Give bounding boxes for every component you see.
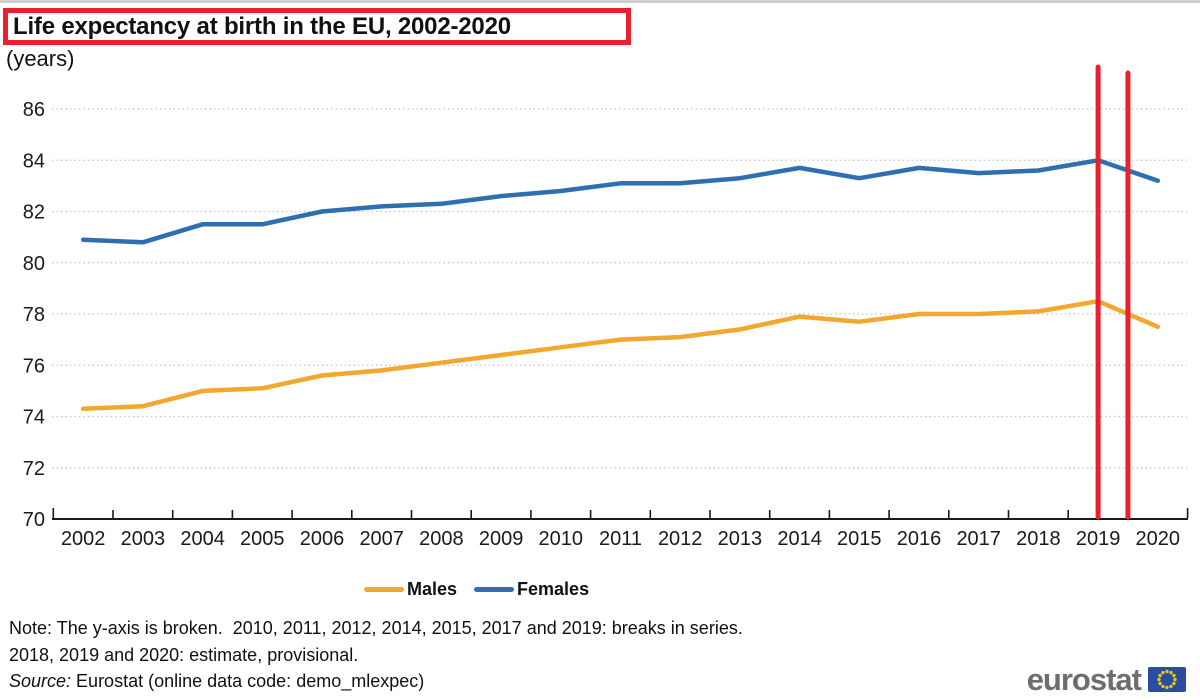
chart-legend: Males Females [364, 579, 589, 600]
y-axis-label-80: 80 [23, 253, 45, 275]
source-label: Source: [9, 671, 72, 691]
y-axis-label-82: 82 [23, 202, 45, 224]
x-axis-label-2014: 2014 [777, 528, 822, 550]
y-axis-label-70: 70 [23, 509, 45, 531]
eu-flag-star [1169, 670, 1173, 675]
x-axis-label-2005: 2005 [240, 528, 285, 550]
x-axis-label-2002: 2002 [61, 528, 106, 550]
eu-flag-star [1158, 673, 1162, 678]
page-title: Life expectancy at birth in the EU, 2002… [13, 12, 511, 40]
males-series-line [80, 298, 1161, 412]
note-line-2: 2018, 2019 and 2020: estimate, provision… [9, 645, 359, 665]
x-axis-label-2009: 2009 [479, 528, 524, 550]
x-axis-label-2015: 2015 [837, 528, 882, 550]
y-axis-label-78: 78 [23, 304, 45, 326]
y-axis-label-76: 76 [23, 355, 45, 377]
legend-label-males: Males [407, 579, 458, 599]
y-axis-label-74: 74 [23, 407, 45, 429]
title-box: Life expectancy at birth in the EU, 2002… [3, 8, 631, 45]
eu-flag-star [1161, 684, 1165, 689]
eurostat-logo-text: eurostat [1026, 662, 1142, 697]
x-axis-label-2011: 2011 [599, 528, 642, 550]
eu-flag-star [1169, 684, 1173, 689]
source-line: Source: Eurostat (online data code: demo… [9, 671, 424, 692]
eurostat-logo: eurostat [1027, 664, 1186, 695]
chart-unit-label: (years) [6, 46, 75, 71]
males-line-swatch [364, 587, 404, 592]
x-axis-label-2008: 2008 [419, 528, 464, 550]
x-axis-label-2018: 2018 [1016, 528, 1061, 550]
x-axis-label-2007: 2007 [359, 528, 404, 550]
x-axis-label-2016: 2016 [897, 528, 942, 550]
chart-notes: Note: The y-axis is broken. 2010, 2011, … [9, 615, 743, 669]
females-series-line [80, 158, 1161, 245]
eu-flag-star [1172, 681, 1176, 686]
y-axis-label-86: 86 [23, 99, 45, 121]
x-axis-label-2013: 2013 [718, 528, 763, 550]
x-axis-label-2006: 2006 [300, 528, 345, 550]
source-text: Eurostat (online data code: demo_mlexpec… [71, 671, 425, 691]
x-axis-label-2019: 2019 [1076, 528, 1121, 550]
eu-flag-star [1157, 677, 1161, 682]
females-line-swatch [474, 587, 515, 592]
top-divider [0, 0, 1200, 3]
eu-flag-background [1148, 667, 1186, 692]
y-axis-label-72: 72 [23, 458, 45, 480]
x-axis-label-2004: 2004 [180, 528, 225, 550]
eu-flag-star [1165, 685, 1169, 690]
x-axis-label-2017: 2017 [956, 528, 1001, 550]
line-chart: 70 72 74 76 78 80 82 84 86 2002 2003 2004 2005 2006 20… [23, 64, 1189, 550]
x-axis-label-2010: 2010 [539, 528, 584, 550]
chart-area: 70 72 74 76 78 80 82 84 86 2002 2003 2004 2005 2006 20… [23, 64, 1189, 550]
eu-flag-star [1158, 681, 1162, 686]
x-axis-label-2003: 2003 [121, 528, 166, 550]
eu-flag-star [1173, 677, 1177, 682]
note-line-1: Note: The y-axis is broken. 2010, 2011, … [9, 618, 743, 638]
legend-item-females: Females [474, 579, 589, 600]
eu-flag-star [1161, 670, 1165, 675]
legend-item-males: Males [364, 579, 457, 600]
eu-flag-star [1165, 669, 1169, 674]
eu-flag-star [1172, 673, 1176, 678]
legend-label-females: Females [517, 579, 590, 599]
x-axis-label-2020: 2020 [1136, 528, 1181, 550]
y-axis-label-84: 84 [23, 150, 45, 172]
eu-flag-icon [1148, 667, 1186, 692]
x-axis-label-2012: 2012 [658, 528, 703, 550]
